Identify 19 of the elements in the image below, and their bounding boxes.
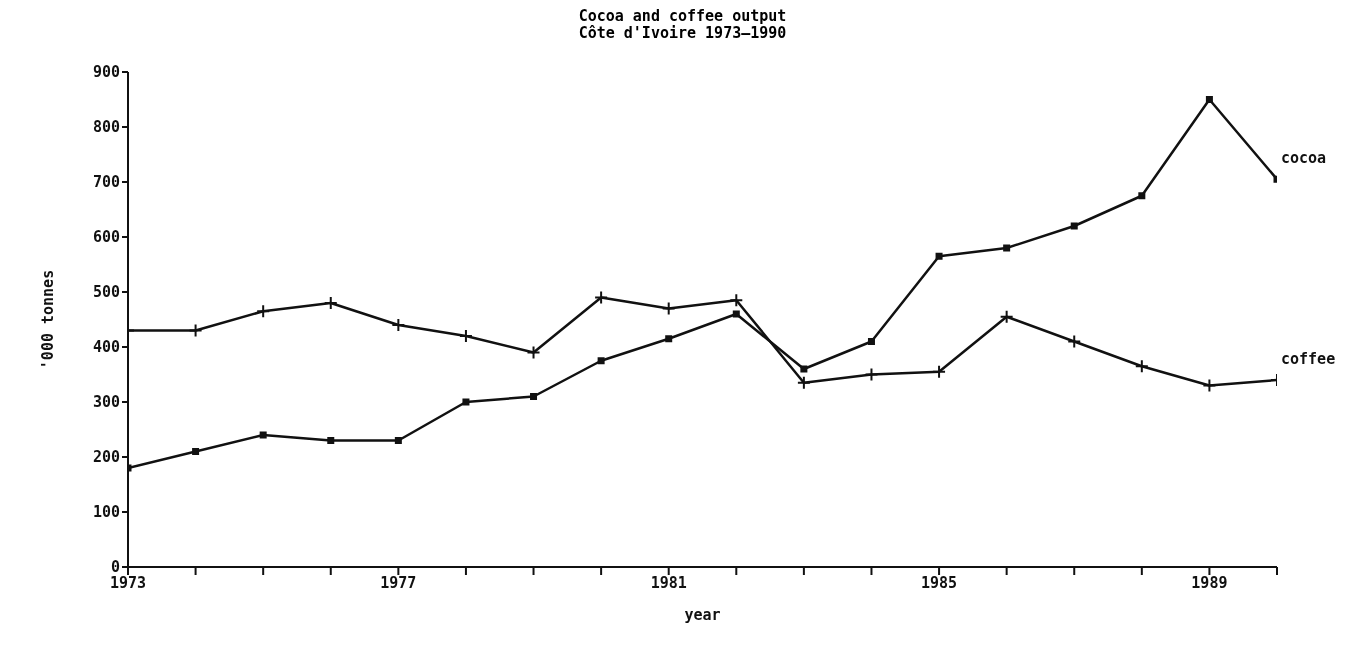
y-tick-label: 700 [92,173,120,192]
y-tick-label: 800 [92,118,120,137]
x-tick-label: 1981 [650,573,687,592]
y-axis-title: '000 tonnes [39,269,58,370]
chart-title: Cocoa and coffee output [577,7,788,25]
x-tick-label: 1989 [1191,573,1228,592]
series-label: cocoa [1281,149,1327,168]
y-tick-label: 400 [92,338,120,357]
x-axis-title: year [684,606,721,624]
y-tick-label: 200 [92,448,120,467]
y-tick-label: 600 [92,228,120,247]
y-tick-label: 300 [92,393,120,412]
y-tick-label: 900 [92,63,120,82]
x-tick-label: 1985 [921,573,958,592]
series-label: coffee [1281,350,1336,368]
y-tick-label: 100 [92,503,120,522]
chart-subtitle: Côte d'Ivoire 1973–1990 [577,24,788,42]
y-tick-label: 500 [92,283,120,302]
x-tick-label: 1977 [380,573,417,592]
